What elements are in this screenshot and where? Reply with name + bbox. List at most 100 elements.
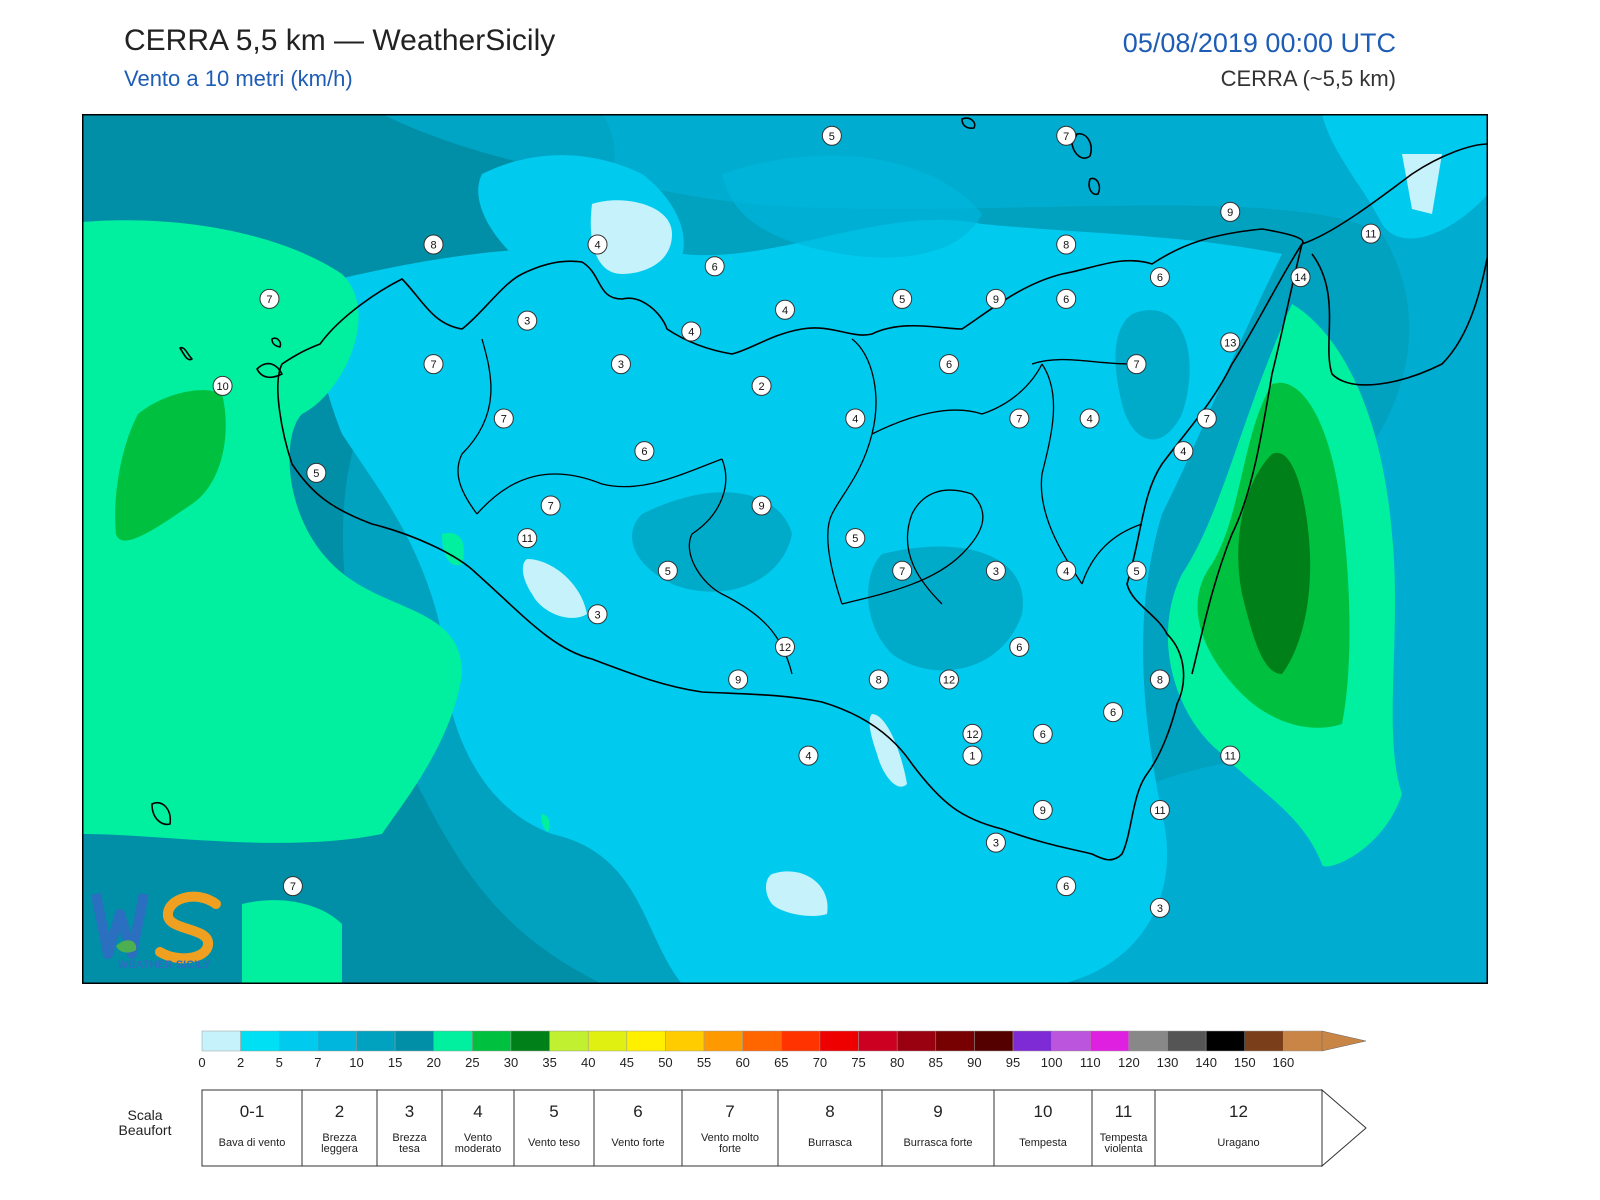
wind-label-value: 8 xyxy=(1157,675,1163,687)
beaufort-cell: 9 Burrasca forte xyxy=(881,1089,995,1167)
colorbar-segment xyxy=(356,1030,396,1052)
beaufort-number: 5 xyxy=(549,1102,558,1121)
beaufort-description: Vento moderato xyxy=(455,1132,501,1155)
colorbar-segment xyxy=(819,1030,859,1052)
wind-label: 5 xyxy=(657,560,678,581)
beaufort-number: 11 xyxy=(1115,1102,1133,1121)
beaufort-number: 6 xyxy=(633,1102,642,1121)
wind-label-marker xyxy=(1173,441,1194,462)
colorbar-arrow xyxy=(1321,1030,1367,1052)
colorbar-segment xyxy=(1205,1030,1246,1052)
colorbar-tick-label: 25 xyxy=(465,1055,479,1070)
wind-label-marker xyxy=(1126,560,1147,581)
wind-label-marker xyxy=(939,354,960,375)
wind-label: 9 xyxy=(985,288,1006,309)
wind-label: 8 xyxy=(423,234,444,255)
wind-label-value: 4 xyxy=(688,327,694,339)
wind-speed-field xyxy=(82,114,1488,984)
wind-label-marker xyxy=(1009,636,1030,657)
wind-label-value: 11 xyxy=(522,533,533,545)
wind-label-value: 5 xyxy=(1133,566,1139,578)
wind-label-value: 6 xyxy=(641,446,647,458)
beaufort-cell: 12 Uragano xyxy=(1154,1089,1323,1167)
wind-label-marker xyxy=(985,832,1006,853)
wind-label: 6 xyxy=(634,441,655,462)
wind-label-value: 9 xyxy=(993,294,999,306)
wind-label: 13 xyxy=(1220,332,1241,353)
beaufort-cell: 0-1 Bava di vento xyxy=(201,1089,303,1167)
wind-label-value: 4 xyxy=(805,751,811,763)
wind-label: 12 xyxy=(775,636,795,657)
colorbar-tick-label: 5 xyxy=(276,1055,283,1070)
colorbar-segment xyxy=(394,1030,434,1052)
wind-label-value: 4 xyxy=(852,414,858,426)
wind-label-marker xyxy=(634,441,655,462)
wind-label-marker xyxy=(1149,800,1170,820)
wind-label-marker xyxy=(1056,560,1077,581)
wind-label: 7 xyxy=(282,876,303,897)
wind-label-marker xyxy=(681,321,702,342)
colorbar-segment xyxy=(587,1030,628,1052)
beaufort-cell: 7 Vento molto forte xyxy=(681,1089,779,1167)
wind-label: 8 xyxy=(1056,234,1077,255)
beaufort-description: Burrasca forte xyxy=(903,1137,972,1149)
colorbar-tick-label: 40 xyxy=(581,1055,595,1070)
wind-label-value: 5 xyxy=(665,566,671,578)
colorbar-segment xyxy=(510,1030,550,1052)
wind-label: 8 xyxy=(1149,669,1170,690)
wind-label-value: 11 xyxy=(1154,805,1165,817)
wind-label-marker xyxy=(259,288,280,309)
wind-label: 9 xyxy=(728,669,749,690)
wind-label: 7 xyxy=(1056,125,1077,146)
beaufort-cell: 8 Burrasca xyxy=(777,1089,883,1167)
colorbar-tick-label: 140 xyxy=(1195,1055,1217,1070)
wind-label-value: 12 xyxy=(966,729,978,741)
wind-label-value: 12 xyxy=(943,675,955,687)
wind-label: 7 xyxy=(892,560,913,581)
wind-label-marker xyxy=(1290,267,1311,288)
colorbar-segment xyxy=(240,1030,280,1052)
colorbar-tick-label: 120 xyxy=(1118,1055,1140,1070)
beaufort-cell: 3 Brezza tesa xyxy=(376,1089,443,1167)
colorbar-segment xyxy=(549,1030,589,1052)
wind-label: 8 xyxy=(868,669,889,690)
colorbar-segment xyxy=(626,1030,666,1052)
wind-label: 5 xyxy=(845,528,866,549)
colorbar-tick-label: 55 xyxy=(697,1055,711,1070)
forecast-datetime: 05/08/2019 00:00 UTC xyxy=(1122,28,1396,58)
wind-label: 6 xyxy=(704,256,725,277)
wind-label: 12 xyxy=(939,669,960,690)
wind-label-marker xyxy=(1149,669,1170,690)
wind-label-value: 7 xyxy=(290,881,296,893)
wind-label-marker xyxy=(892,288,913,309)
beaufort-description: Vento teso xyxy=(528,1137,580,1149)
colorbar-segment xyxy=(858,1030,898,1052)
colorbar-tick-label: 35 xyxy=(542,1055,556,1070)
wind-label: 5 xyxy=(1126,560,1147,581)
wind-label: 10 xyxy=(212,375,233,396)
colorbar-tick-label: 75 xyxy=(851,1055,865,1070)
wind-label-value: 9 xyxy=(759,501,765,513)
wind-label: 3 xyxy=(985,560,1006,581)
colorbar-tick-label: 95 xyxy=(1006,1055,1020,1070)
wind-label: 11 xyxy=(1360,223,1381,244)
wind-label-value: 5 xyxy=(829,131,835,143)
wind-label-marker xyxy=(517,310,538,331)
wind-label: 3 xyxy=(587,604,608,625)
colorbar-tick-label: 80 xyxy=(890,1055,904,1070)
beaufort-number: 10 xyxy=(1034,1102,1053,1121)
wind-label-value: 6 xyxy=(1063,294,1069,306)
wind-label-marker xyxy=(282,876,303,897)
beaufort-description: Vento molto forte xyxy=(701,1132,759,1155)
wind-label-marker xyxy=(1056,234,1077,255)
wind-label-marker xyxy=(1220,201,1241,222)
logo-caption: WEATHER SICILY xyxy=(118,959,211,971)
beaufort-scale-title: Scala Beaufort xyxy=(118,1107,172,1138)
wind-label-value: 11 xyxy=(1365,229,1376,241)
wind-label-value: 5 xyxy=(852,533,858,545)
colorbar-tick-label: 160 xyxy=(1273,1055,1295,1070)
legend-area: 0 2 5 7 10 15 20 25 30 35 40 45 50 55 60 65 70 75 80 85 90 95… xyxy=(198,1030,1367,1168)
colorbar-segment xyxy=(896,1030,937,1052)
wind-label-value: 4 xyxy=(1180,446,1186,458)
wind-label: 14 xyxy=(1290,267,1311,288)
